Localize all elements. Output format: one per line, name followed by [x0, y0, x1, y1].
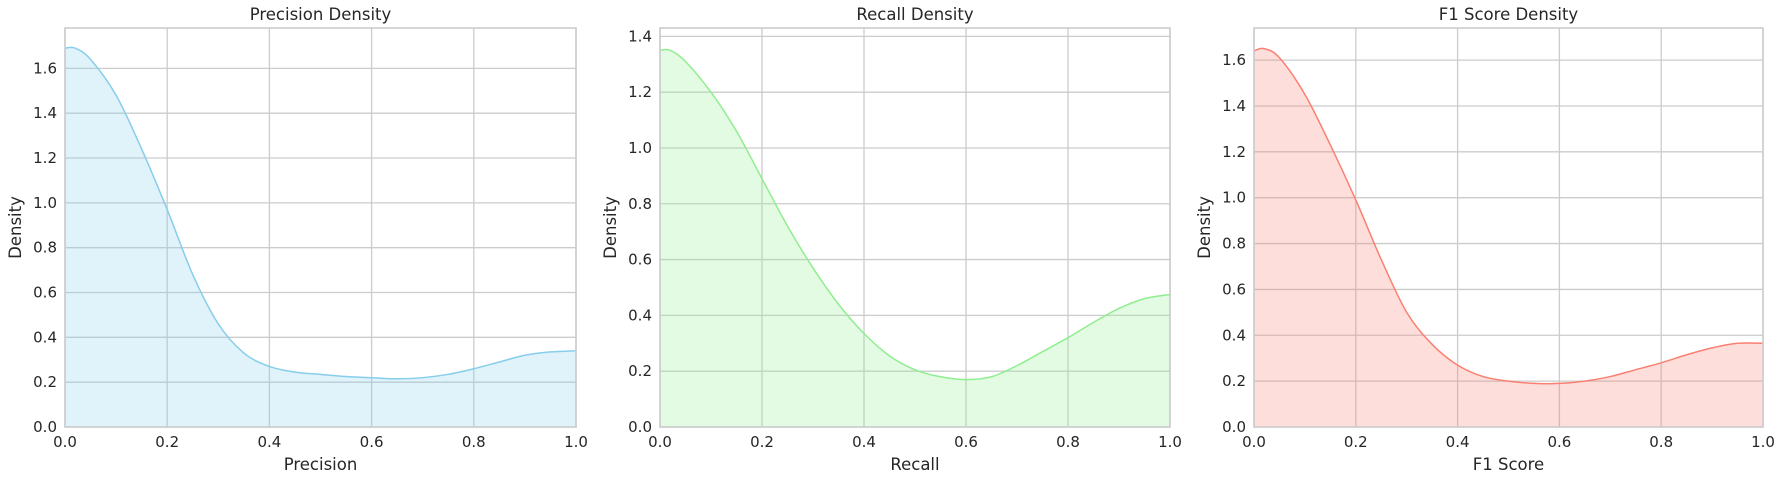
chart-title: F1 Score Density: [1439, 5, 1579, 24]
x-tick-label: 0.0: [648, 433, 672, 451]
y-tick-label: 0.6: [1222, 280, 1246, 298]
y-tick-label: 0.2: [1222, 372, 1246, 390]
y-tick-label: 0.2: [33, 373, 57, 391]
f1-score-density-panel: 0.0 0.2 0.4 0.6 0.8 1.0 0.0 0.2 0.4 0.6 0.8 1.0 1.2 1…: [1195, 5, 1775, 474]
f1-score-density-line: [1253, 47, 1764, 385]
x-axis-label: F1 Score: [1473, 455, 1544, 474]
y-tick-label: 1.6: [33, 59, 57, 77]
precision-density-line: [64, 46, 577, 380]
plot-frame: [1253, 27, 1764, 428]
x-tick-label: 0.8: [1056, 433, 1080, 451]
x-axis-label: Recall: [890, 455, 939, 474]
chart-title: Precision Density: [250, 5, 392, 24]
y-tick-label: 1.2: [1222, 143, 1246, 161]
recall-density-line: [659, 48, 1171, 381]
x-tick-label: 0.8: [1649, 433, 1673, 451]
y-tick-label: 0.6: [628, 251, 652, 269]
recall-density-area: [660, 49, 1170, 427]
precision-density-area: [65, 47, 576, 428]
y-tick-label: 0.8: [33, 239, 57, 257]
y-tick-label: 0.0: [628, 418, 652, 436]
y-axis-label: Density: [6, 196, 25, 259]
y-tick-label: 1.6: [1222, 51, 1246, 69]
y-tick-label: 0.8: [1222, 235, 1246, 253]
y-tick-label: 1.0: [628, 139, 652, 157]
y-tick-label: 0.6: [33, 284, 57, 302]
precision-density-panel: 0.0 0.2 0.4 0.6 0.8 1.0 0.0 0.2 0.4 0.6 0.8 1.0 1.2 1…: [6, 5, 588, 474]
chart-title: Recall Density: [856, 5, 973, 24]
y-tick-label: 0.8: [628, 195, 652, 213]
y-axis-label: Density: [1195, 196, 1214, 259]
x-tick-label: 0.6: [1547, 433, 1571, 451]
plot-frame: [64, 27, 577, 428]
y-tick-label: 0.0: [33, 418, 57, 436]
y-axis-label: Density: [601, 196, 620, 259]
x-axis-label: Precision: [284, 455, 358, 474]
x-tick-label: 0.6: [954, 433, 978, 451]
y-tick-label: 1.4: [628, 27, 652, 45]
x-tick-label: 1.0: [564, 433, 588, 451]
y-tick-label: 1.2: [628, 83, 652, 101]
y-tick-label: 0.4: [33, 328, 57, 346]
y-tick-label: 0.4: [628, 306, 652, 324]
y-tick-label: 0.4: [1222, 326, 1246, 344]
x-tick-label: 0.2: [155, 433, 179, 451]
y-tick-label: 1.4: [1222, 97, 1246, 115]
plot-frame: [659, 27, 1171, 428]
x-tick-label: 1.0: [1158, 433, 1182, 451]
y-tick-label: 1.0: [1222, 189, 1246, 207]
y-tick-label: 0.2: [628, 362, 652, 380]
f1-score-density-area: [1254, 48, 1763, 428]
x-tick-label: 0.0: [1242, 433, 1266, 451]
x-tick-label: 0.4: [257, 433, 281, 451]
x-tick-label: 0.2: [1344, 433, 1368, 451]
y-tick-label: 1.4: [33, 104, 57, 122]
x-tick-label: 0.4: [1446, 433, 1470, 451]
x-tick-label: 1.0: [1751, 433, 1775, 451]
y-tick-label: 1.2: [33, 149, 57, 167]
recall-density-panel: 0.0 0.2 0.4 0.6 0.8 1.0 0.0 0.2 0.4 0.6 0.8 1.0 1.2 1…: [601, 5, 1182, 474]
x-tick-label: 0.6: [360, 433, 384, 451]
y-tick-label: 1.0: [33, 194, 57, 212]
x-tick-label: 0.8: [462, 433, 486, 451]
x-tick-label: 0.4: [852, 433, 876, 451]
y-tick-label: 0.0: [1222, 418, 1246, 436]
x-tick-label: 0.2: [750, 433, 774, 451]
x-tick-label: 0.0: [53, 433, 77, 451]
